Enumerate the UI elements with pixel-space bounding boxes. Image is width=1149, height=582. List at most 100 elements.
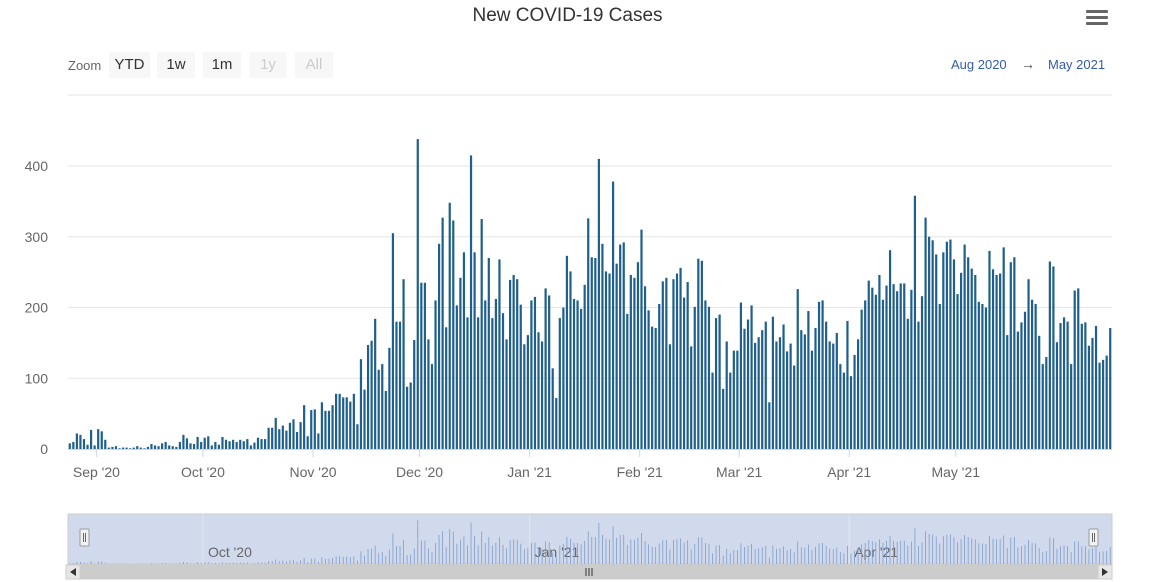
bar (331, 405, 334, 449)
bar (857, 339, 860, 449)
zoom-1y-button[interactable]: 1y (249, 52, 287, 78)
bar (153, 445, 157, 449)
bar (999, 273, 1002, 449)
bar (125, 447, 128, 449)
bar (622, 242, 625, 449)
zoom-1m-button[interactable]: 1m (203, 52, 241, 78)
bar (693, 306, 696, 449)
zoom-1w-button[interactable]: 1w (157, 52, 195, 78)
scrollbar-grip-icon[interactable] (585, 568, 593, 576)
bar (406, 386, 409, 449)
bar (754, 342, 757, 450)
bar (686, 282, 689, 449)
navigator-right-handle[interactable] (1088, 528, 1099, 547)
bar (942, 252, 945, 449)
bar (661, 281, 664, 449)
zoom-ytd-button[interactable]: YTD (109, 52, 150, 78)
bar (317, 433, 320, 450)
range-from-input[interactable]: Aug 2020 (951, 57, 1007, 72)
hamburger-menu-icon[interactable] (1086, 10, 1108, 30)
bar (878, 274, 881, 449)
bar (814, 328, 817, 449)
bar (338, 393, 341, 449)
bar (484, 300, 487, 449)
bar (480, 219, 483, 449)
bar (729, 372, 732, 449)
bar (114, 446, 118, 449)
bar (1094, 325, 1098, 449)
bar (651, 326, 654, 449)
bar (785, 351, 789, 450)
bar (959, 272, 963, 449)
bar (494, 299, 497, 449)
bar (459, 277, 462, 449)
y-gridlines (68, 94, 1112, 379)
bar (263, 439, 267, 450)
bar (924, 217, 927, 449)
bar (313, 409, 316, 449)
bar (274, 417, 277, 449)
bar (278, 429, 281, 449)
bar (1073, 290, 1076, 449)
bar (469, 155, 473, 449)
range-to-input[interactable]: May 2021 (1048, 57, 1106, 72)
bar (200, 441, 203, 450)
bar (185, 438, 189, 449)
bar (402, 279, 405, 449)
bar (555, 398, 558, 449)
bar (370, 340, 373, 449)
bar (75, 433, 78, 450)
bar (1045, 357, 1048, 449)
bar (391, 233, 395, 449)
bar (164, 441, 167, 450)
bar (310, 410, 313, 449)
bar (100, 431, 103, 449)
bar (292, 419, 295, 449)
bar (860, 309, 863, 449)
bar (800, 330, 803, 449)
bar (288, 422, 292, 449)
navigator-left-handle[interactable] (79, 528, 90, 547)
scroll-left-arrow-icon[interactable] (65, 564, 81, 580)
bar (526, 335, 529, 449)
bar (1102, 359, 1105, 449)
x-tick-label: Feb '21 (617, 464, 663, 480)
bar (1066, 321, 1069, 449)
bar (899, 283, 902, 449)
bar (68, 443, 71, 449)
bar (910, 289, 913, 449)
bar (540, 341, 544, 449)
bar (881, 299, 885, 449)
bar (509, 279, 512, 449)
bar (590, 257, 593, 449)
navigator-mask[interactable] (67, 513, 1113, 565)
bar (136, 446, 139, 449)
bar (232, 439, 235, 449)
bar (580, 308, 583, 449)
bar (1034, 303, 1037, 449)
bar (778, 337, 782, 449)
zoom-all-button[interactable]: All (295, 52, 333, 78)
x-tick-label: Nov '20 (290, 464, 337, 480)
bar (129, 448, 132, 449)
bar (569, 271, 572, 449)
scroll-right-arrow-icon[interactable] (1097, 564, 1113, 580)
bar (249, 445, 252, 449)
bar (970, 268, 973, 449)
bar (842, 372, 845, 449)
bar (1098, 362, 1101, 449)
bar (1084, 322, 1087, 449)
bar (455, 305, 458, 449)
navigator-scrollbar[interactable] (65, 564, 1113, 580)
bar (825, 321, 828, 449)
bar (189, 443, 192, 449)
bar (757, 337, 760, 449)
navigator[interactable]: Oct '20 Jan '21 Apr '21 (65, 513, 1113, 580)
bar (1052, 266, 1055, 449)
bar (615, 263, 618, 449)
bar (253, 442, 256, 449)
navigator-tick-label: Oct '20 (208, 544, 252, 560)
bar (533, 296, 537, 449)
bar (1023, 311, 1027, 449)
bar (782, 324, 785, 449)
